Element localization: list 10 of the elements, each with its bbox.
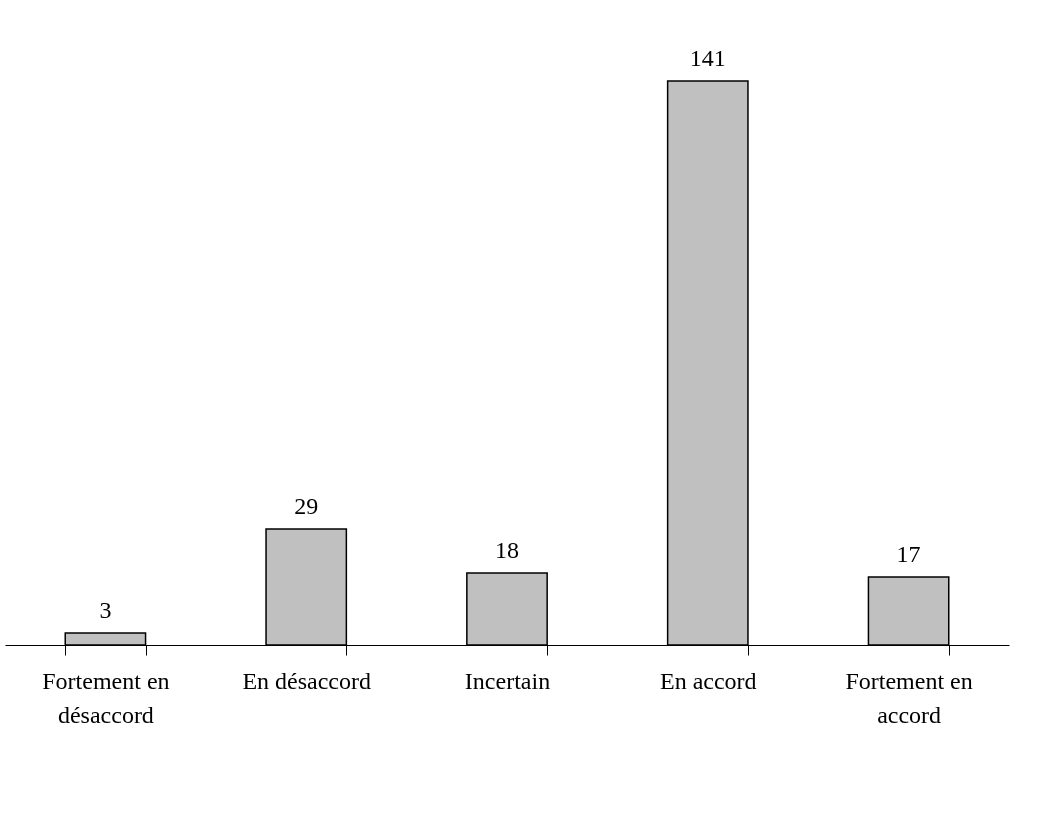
data-label: 29 bbox=[294, 493, 319, 519]
data-label: 3 bbox=[99, 597, 112, 623]
data-label: 17 bbox=[896, 541, 921, 567]
x-tick-label: Fortement en désaccord bbox=[42, 667, 170, 728]
data-label: 141 bbox=[689, 45, 726, 71]
x-tick-label: Incertain bbox=[464, 667, 551, 694]
x-tick-label: Fortement en accord bbox=[845, 667, 973, 728]
x-tick-label: En désaccord bbox=[242, 667, 371, 694]
data-label: 18 bbox=[495, 537, 519, 563]
x-tick-label: En accord bbox=[660, 667, 757, 694]
